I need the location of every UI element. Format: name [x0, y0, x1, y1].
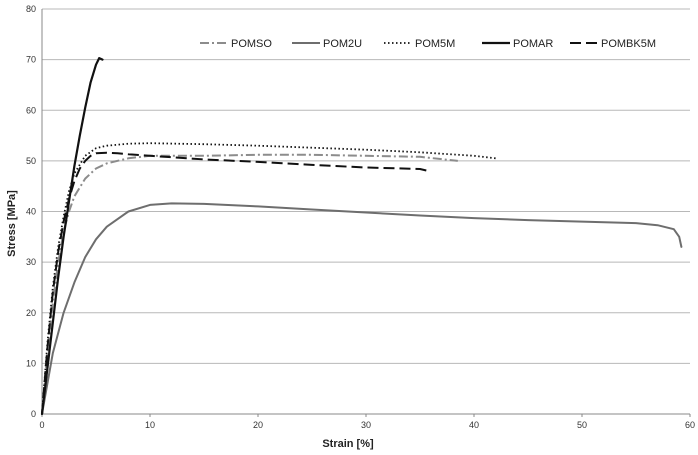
series-lines	[40, 57, 683, 416]
x-tick-label: 10	[145, 420, 155, 430]
y-axis-title: Stress [MPa]	[6, 190, 18, 257]
x-tick-label: 60	[685, 420, 695, 430]
y-tick-label: 50	[26, 156, 36, 166]
y-tick-label: 10	[26, 358, 36, 368]
legend-label-pomar: POMAR	[513, 38, 553, 50]
x-tick-labels: 0 10 20 30 40 50 60	[39, 414, 695, 430]
legend-label-pomso: POMSO	[231, 38, 272, 50]
y-tick-label: 30	[26, 257, 36, 267]
gridlines	[42, 8, 690, 364]
x-axis-title: Strain [%]	[322, 438, 374, 450]
x-tick-label: 40	[469, 420, 479, 430]
x-tick-label: 30	[361, 420, 371, 430]
y-tick-label: 0	[31, 409, 36, 419]
series-line-pomar	[40, 57, 104, 416]
y-tick-label: 80	[26, 4, 36, 14]
legend-label-pom5m: POM5M	[415, 38, 455, 50]
legend: POMSO POM2U POM5M POMAR POMBK5M	[200, 38, 656, 50]
legend-label-pom2u: POM2U	[323, 38, 362, 50]
x-tick-label: 50	[577, 420, 587, 430]
x-tick-label: 0	[39, 420, 44, 430]
x-tick-label: 20	[253, 420, 263, 430]
legend-label-pombk5m: POMBK5M	[601, 38, 656, 50]
series-line-pom2u	[41, 202, 683, 415]
y-tick-label: 40	[26, 207, 36, 217]
series-line-pombk5m	[41, 151, 429, 415]
y-tick-label: 60	[26, 105, 36, 115]
series-line-pomso	[41, 153, 458, 415]
y-tick-label: 20	[26, 308, 36, 318]
y-tick-labels: 0 10 20 30 40 50 60 70 80	[26, 4, 36, 419]
series-line-pom5m	[41, 142, 496, 415]
y-tick-label: 70	[26, 55, 36, 65]
